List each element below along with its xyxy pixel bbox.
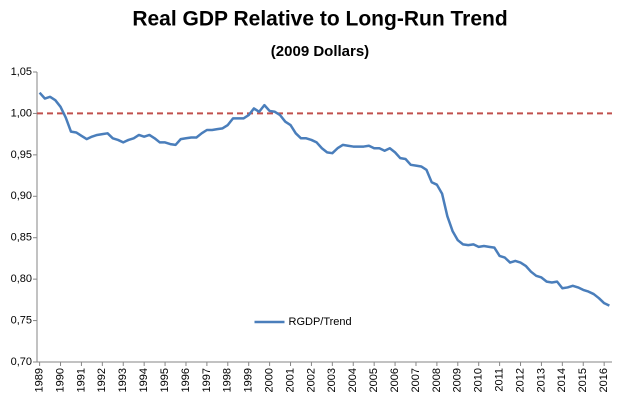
x-tick-label: 1994 <box>138 368 150 392</box>
y-tick-label: 0,85 <box>11 232 32 244</box>
y-tick-label: 1,00 <box>11 107 32 119</box>
y-tick-label: 1,05 <box>11 66 32 78</box>
x-tick-label: 2008 <box>431 368 443 392</box>
x-tick-label: 1992 <box>96 368 108 392</box>
x-tick-label: 2009 <box>452 368 464 392</box>
chart-title: Real GDP Relative to Long-Run Trend <box>132 8 507 31</box>
x-tick-label: 2006 <box>389 368 401 392</box>
x-tick-label: 2012 <box>514 368 526 392</box>
x-tick-label: 2016 <box>598 368 610 392</box>
x-tick-label: 2015 <box>577 368 589 392</box>
x-tick-label: 1993 <box>117 368 129 392</box>
x-tick-label: 2002 <box>305 368 317 392</box>
x-tick-label: 2010 <box>473 368 485 392</box>
x-tick-label: 2011 <box>494 368 506 392</box>
y-tick-label: 0,70 <box>11 356 32 368</box>
legend-label: RGDP/Trend <box>289 316 352 328</box>
data-line <box>38 91 610 307</box>
x-tick-label: 1998 <box>222 368 234 392</box>
x-tick-label: 1995 <box>159 368 171 392</box>
x-tick-label: 1999 <box>243 368 255 392</box>
x-tick-label: 2004 <box>347 368 359 392</box>
y-tick-label: 0,90 <box>11 190 32 202</box>
x-tick-label: 2003 <box>326 368 338 392</box>
x-tick-label: 1996 <box>180 368 192 392</box>
x-tick-label: 1997 <box>201 368 213 392</box>
x-tick-label: 1990 <box>54 368 66 392</box>
x-tick-label: 2007 <box>410 368 422 392</box>
x-tick-label: 2014 <box>556 368 568 392</box>
x-tick-label: 2013 <box>535 368 547 392</box>
x-tick-label: 2001 <box>284 368 296 392</box>
y-tick-label: 0,95 <box>11 149 32 161</box>
y-tick-label: 0,80 <box>11 273 32 285</box>
x-tick-label: 1991 <box>75 368 87 392</box>
x-tick-label: 2000 <box>264 368 276 392</box>
chart-subtitle: (2009 Dollars) <box>271 43 369 60</box>
y-tick-label: 0,75 <box>11 314 32 326</box>
x-tick-label: 2005 <box>368 368 380 392</box>
x-tick-label: 1989 <box>34 368 46 392</box>
